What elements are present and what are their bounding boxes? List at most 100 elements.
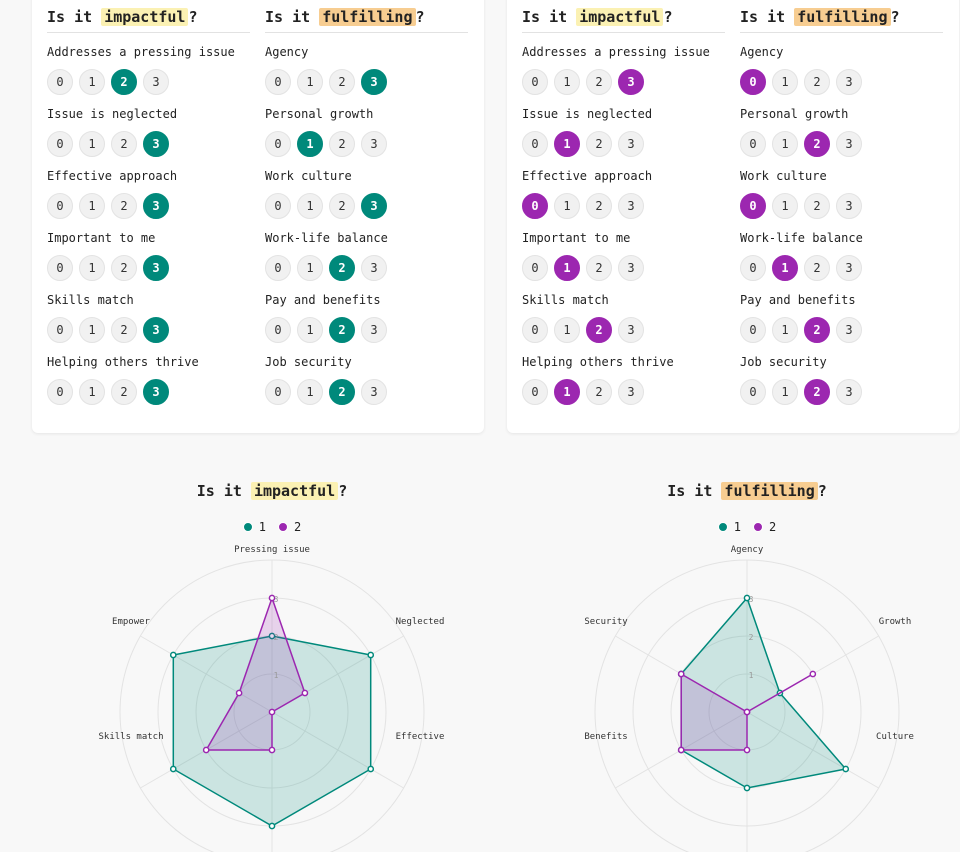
rating-option-3[interactable]: 3	[836, 255, 862, 281]
rating-option-0[interactable]: 0	[47, 255, 73, 281]
rating-option-3[interactable]: 3	[836, 317, 862, 343]
rating-option-2[interactable]: 2	[329, 255, 355, 281]
rating-option-0[interactable]: 0	[740, 69, 766, 95]
rating-option-1[interactable]: 1	[772, 255, 798, 281]
legend-item-1[interactable]: 1	[717, 520, 741, 534]
rating-option-1[interactable]: 1	[79, 379, 105, 405]
rating-option-2[interactable]: 2	[586, 255, 612, 281]
rating-option-2[interactable]: 2	[804, 193, 830, 219]
rating-option-3[interactable]: 3	[618, 317, 644, 343]
rating-option-1[interactable]: 1	[772, 131, 798, 157]
rating-option-3[interactable]: 3	[143, 69, 169, 95]
rating-option-2[interactable]: 2	[329, 131, 355, 157]
rating-option-3[interactable]: 3	[361, 379, 387, 405]
rating-option-2[interactable]: 2	[804, 131, 830, 157]
rating-option-1[interactable]: 1	[772, 69, 798, 95]
rating-option-0[interactable]: 0	[265, 317, 291, 343]
legend-item-1[interactable]: 1	[242, 520, 266, 534]
rating-option-2[interactable]: 2	[329, 317, 355, 343]
rating-option-1[interactable]: 1	[554, 379, 580, 405]
rating-option-1[interactable]: 1	[297, 131, 323, 157]
rating-option-3[interactable]: 3	[143, 255, 169, 281]
rating-option-0[interactable]: 0	[522, 255, 548, 281]
rating-option-1[interactable]: 1	[554, 255, 580, 281]
rating-option-3[interactable]: 3	[618, 379, 644, 405]
rating-option-2[interactable]: 2	[804, 69, 830, 95]
rating-option-1[interactable]: 1	[554, 193, 580, 219]
rating-option-0[interactable]: 0	[740, 317, 766, 343]
rating-option-0[interactable]: 0	[740, 193, 766, 219]
rating-option-1[interactable]: 1	[554, 317, 580, 343]
legend-item-2[interactable]: 2	[278, 520, 301, 534]
rating-option-0[interactable]: 0	[47, 131, 73, 157]
rating-option-1[interactable]: 1	[772, 317, 798, 343]
rating-option-3[interactable]: 3	[361, 193, 387, 219]
rating-option-2[interactable]: 2	[586, 317, 612, 343]
rating-option-2[interactable]: 2	[111, 193, 137, 219]
legend-item-2[interactable]: 2	[753, 520, 776, 534]
rating-option-1[interactable]: 1	[79, 193, 105, 219]
rating-option-2[interactable]: 2	[111, 131, 137, 157]
rating-option-3[interactable]: 3	[618, 255, 644, 281]
rating-option-0[interactable]: 0	[265, 193, 291, 219]
rating-option-0[interactable]: 0	[522, 379, 548, 405]
rating-option-3[interactable]: 3	[143, 193, 169, 219]
rating-option-2[interactable]: 2	[111, 317, 137, 343]
rating-option-3[interactable]: 3	[361, 69, 387, 95]
rating-option-0[interactable]: 0	[740, 131, 766, 157]
rating-option-3[interactable]: 3	[836, 379, 862, 405]
rating-option-1[interactable]: 1	[79, 317, 105, 343]
rating-option-2[interactable]: 2	[111, 69, 137, 95]
rating-option-3[interactable]: 3	[836, 131, 862, 157]
rating-option-3[interactable]: 3	[143, 131, 169, 157]
rating-option-0[interactable]: 0	[265, 131, 291, 157]
rating-option-0[interactable]: 0	[522, 131, 548, 157]
rating-option-2[interactable]: 2	[586, 193, 612, 219]
rating-option-2[interactable]: 2	[111, 255, 137, 281]
rating-option-1[interactable]: 1	[554, 69, 580, 95]
rating-option-2[interactable]: 2	[111, 379, 137, 405]
rating-option-0[interactable]: 0	[740, 255, 766, 281]
rating-option-1[interactable]: 1	[772, 379, 798, 405]
rating-option-0[interactable]: 0	[522, 69, 548, 95]
rating-option-1[interactable]: 1	[772, 193, 798, 219]
rating-option-0[interactable]: 0	[265, 69, 291, 95]
rating-option-1[interactable]: 1	[297, 379, 323, 405]
rating-option-3[interactable]: 3	[361, 131, 387, 157]
rating-option-2[interactable]: 2	[329, 379, 355, 405]
rating-option-3[interactable]: 3	[361, 255, 387, 281]
rating-option-1[interactable]: 1	[297, 69, 323, 95]
rating-option-3[interactable]: 3	[618, 131, 644, 157]
rating-option-0[interactable]: 0	[522, 317, 548, 343]
rating-option-3[interactable]: 3	[143, 317, 169, 343]
rating-option-3[interactable]: 3	[618, 69, 644, 95]
rating-option-0[interactable]: 0	[265, 255, 291, 281]
rating-option-1[interactable]: 1	[554, 131, 580, 157]
rating-option-2[interactable]: 2	[804, 317, 830, 343]
rating-option-3[interactable]: 3	[618, 193, 644, 219]
rating-option-1[interactable]: 1	[79, 255, 105, 281]
rating-option-1[interactable]: 1	[297, 193, 323, 219]
rating-option-3[interactable]: 3	[836, 69, 862, 95]
rating-option-1[interactable]: 1	[297, 317, 323, 343]
rating-option-2[interactable]: 2	[586, 379, 612, 405]
rating-option-1[interactable]: 1	[297, 255, 323, 281]
rating-option-2[interactable]: 2	[804, 255, 830, 281]
rating-option-2[interactable]: 2	[586, 131, 612, 157]
rating-option-0[interactable]: 0	[265, 379, 291, 405]
rating-option-0[interactable]: 0	[47, 69, 73, 95]
rating-option-3[interactable]: 3	[361, 317, 387, 343]
rating-option-3[interactable]: 3	[836, 193, 862, 219]
rating-option-0[interactable]: 0	[740, 379, 766, 405]
rating-option-3[interactable]: 3	[143, 379, 169, 405]
rating-option-0[interactable]: 0	[47, 193, 73, 219]
rating-option-1[interactable]: 1	[79, 69, 105, 95]
rating-option-2[interactable]: 2	[804, 379, 830, 405]
rating-option-1[interactable]: 1	[79, 131, 105, 157]
rating-option-0[interactable]: 0	[47, 379, 73, 405]
rating-option-2[interactable]: 2	[329, 69, 355, 95]
rating-option-2[interactable]: 2	[586, 69, 612, 95]
rating-option-0[interactable]: 0	[47, 317, 73, 343]
rating-option-0[interactable]: 0	[522, 193, 548, 219]
rating-option-2[interactable]: 2	[329, 193, 355, 219]
